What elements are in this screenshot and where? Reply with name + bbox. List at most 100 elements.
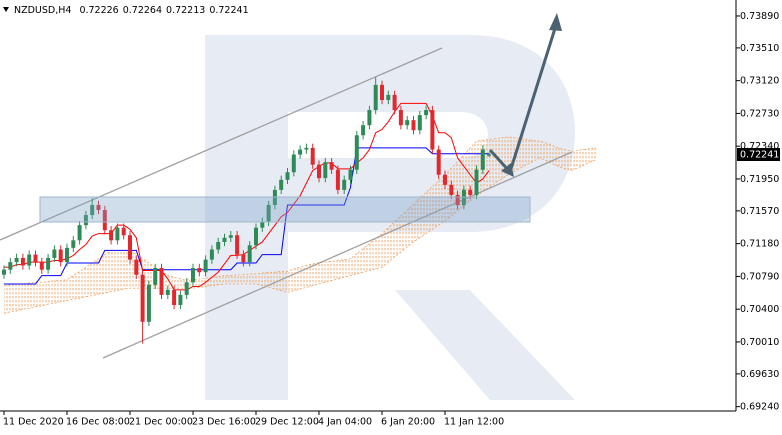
watermark-leg: [395, 290, 575, 400]
header-value: 0.72264: [123, 5, 162, 16]
y-tick-label: 0.72730: [740, 108, 779, 119]
candle-body: [146, 284, 151, 322]
candle-body: [468, 189, 473, 195]
arrow-head: [549, 13, 562, 31]
candle-body: [121, 227, 126, 236]
candle-body: [373, 84, 378, 111]
y-tick-label: 0.70790: [740, 271, 779, 282]
annotations: [0, 47, 573, 359]
cloud-span-b: [3, 157, 597, 314]
candle-body: [323, 162, 328, 179]
candle-body: [128, 235, 132, 260]
candle-body: [449, 184, 454, 195]
candle-body: [480, 149, 485, 170]
candle-body: [436, 149, 441, 175]
candle-body: [159, 268, 164, 295]
candle-body: [14, 257, 19, 263]
y-tick-label: 0.70010: [740, 337, 779, 348]
arrow-head-small: [501, 163, 514, 177]
candle-body: [430, 110, 435, 150]
candle-body: [203, 259, 208, 273]
y-tick-label: 0.71570: [740, 206, 779, 217]
x-tick-label: 21 Dec 00:00: [129, 417, 193, 428]
candle-body: [153, 268, 158, 285]
candle-body: [178, 294, 183, 305]
candle-body: [228, 235, 233, 238]
candle-body: [197, 268, 202, 273]
y-tick-label: 0.73120: [740, 76, 779, 87]
candle-body: [424, 110, 429, 116]
y-tick-label: 0.72340: [740, 141, 779, 152]
header-value: 0.72213: [166, 5, 205, 16]
candle-body: [83, 215, 88, 226]
candle-body: [58, 249, 63, 263]
candle-body: [443, 174, 447, 185]
candle-body: [260, 221, 265, 228]
candle-body: [386, 94, 391, 100]
y-tick-label: 0.69240: [740, 402, 779, 413]
y-tick-label: 0.71950: [740, 174, 779, 185]
candle-layer: [2, 77, 492, 344]
candle-body: [71, 240, 76, 248]
x-tick-label: 29 Dec 12:00: [255, 417, 319, 428]
symbol: NZDUSD,H4: [14, 5, 71, 16]
candle-body: [405, 120, 410, 126]
candle-body: [367, 110, 372, 126]
candle-body: [20, 257, 25, 266]
x-tick-label: 16 Dec 08:00: [66, 417, 130, 428]
candle-body: [165, 289, 170, 295]
candle-body: [216, 241, 221, 250]
candle-body: [380, 84, 384, 100]
candle-body: [241, 254, 246, 263]
header-text: NZDUSD,H4 0.72226 0.72264 0.72213 0.72241: [14, 5, 249, 16]
channel-lower: [102, 151, 573, 359]
candle-body: [191, 268, 195, 283]
candle-body: [33, 254, 38, 263]
candle-body: [310, 147, 315, 165]
candle-body: [209, 249, 214, 260]
x-tick-label: 6 Jan 20:00: [381, 417, 435, 428]
candle-body: [455, 194, 460, 205]
candle-body: [474, 169, 479, 195]
candle-body: [487, 154, 492, 156]
candle-body: [304, 147, 309, 150]
candle-body: [247, 245, 252, 263]
candle-body: [329, 162, 334, 170]
candle-body: [46, 257, 51, 270]
x-tick-label: 4 Jan 04:00: [318, 417, 372, 428]
base-line: [4, 147, 490, 285]
candle-body: [27, 254, 32, 266]
watermark: [205, 35, 575, 400]
candle-body: [291, 154, 296, 173]
candle-body: [317, 164, 321, 179]
zone-and-arrow: [39, 13, 562, 223]
y-tick-label: 0.73890: [740, 11, 779, 22]
candle-body: [90, 205, 95, 216]
watermark-letter: [205, 35, 575, 400]
candle-body: [222, 237, 227, 242]
x-tick-label: 23 Dec 16:00: [192, 417, 256, 428]
candle-body: [354, 135, 359, 170]
candle-body: [279, 179, 284, 190]
y-tick-label: 0.71180: [740, 239, 779, 250]
candle-body: [361, 125, 366, 136]
candle-body: [39, 262, 44, 270]
x-tick-label: 11 Dec 2020: [3, 417, 64, 428]
indicator-layer: [4, 102, 490, 291]
last-price-label: 0.72241: [740, 150, 779, 161]
candle-body: [77, 225, 82, 241]
candle-body: [266, 205, 271, 222]
header-value: 0.72226: [79, 5, 118, 16]
candle-body: [115, 227, 120, 241]
candle-body: [417, 115, 422, 131]
candle-body: [298, 149, 303, 155]
y-tick-label: 0.73510: [740, 43, 779, 54]
candle-body: [411, 120, 416, 131]
y-tick-label: 0.69630: [740, 369, 779, 380]
header-value: 0.72241: [209, 5, 248, 16]
candle-body: [348, 169, 353, 180]
candle-body: [398, 110, 403, 126]
